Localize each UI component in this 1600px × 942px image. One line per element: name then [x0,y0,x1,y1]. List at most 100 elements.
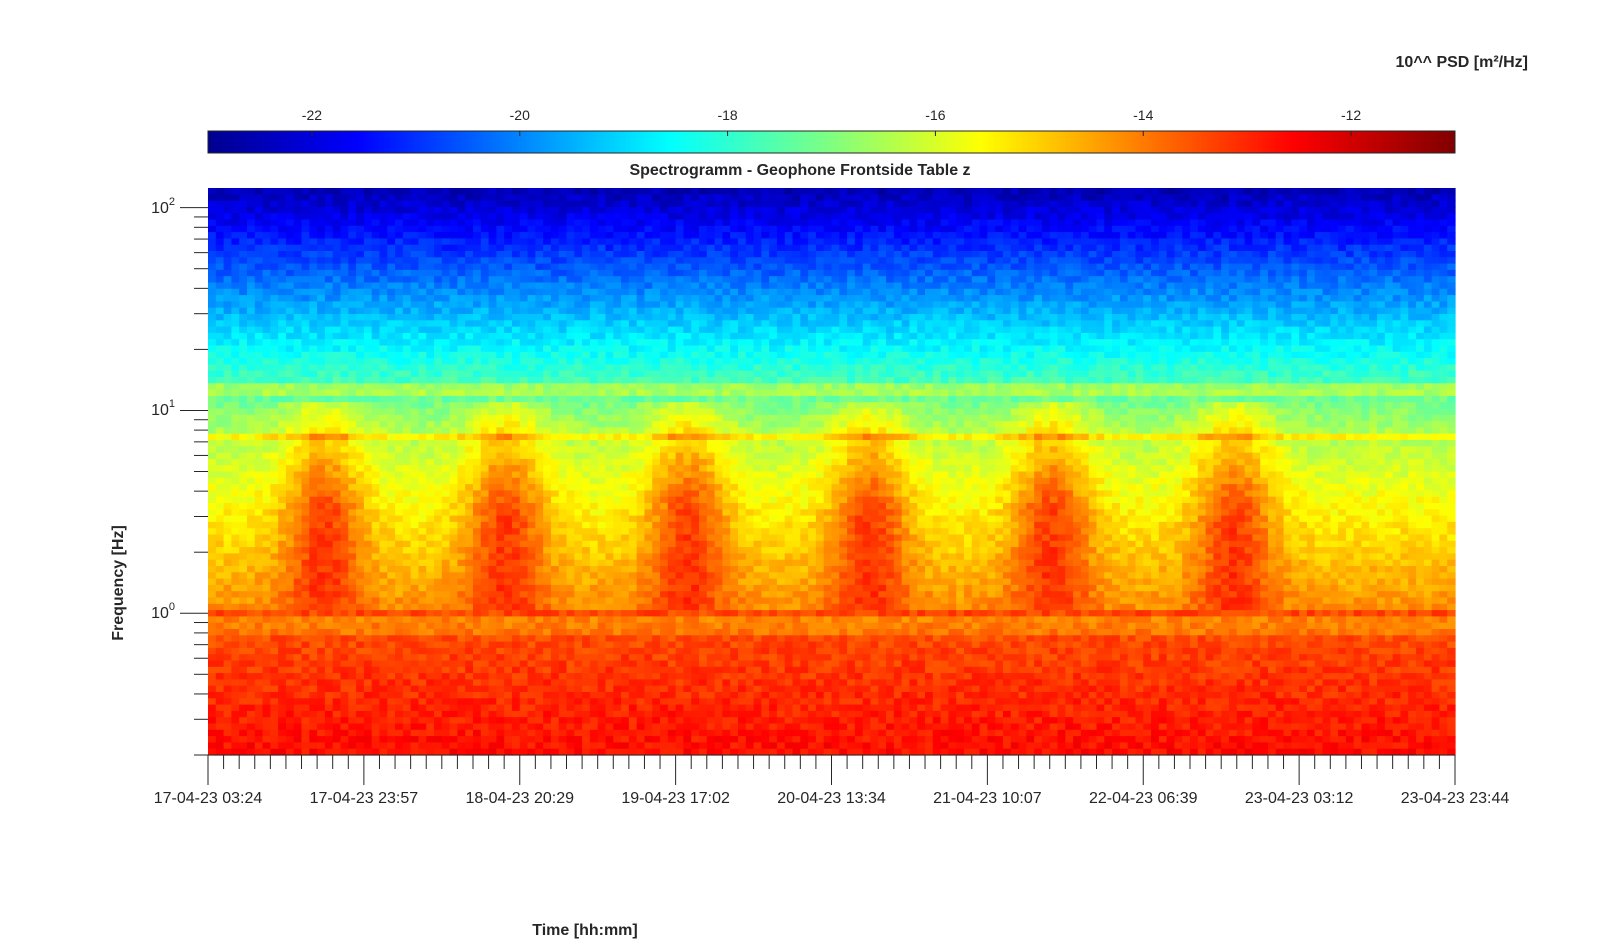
heatmap-cell [909,225,918,233]
heatmap-cell [940,295,949,302]
heatmap-cell [1057,219,1066,227]
heatmap-cell [730,364,739,372]
heatmap-cell [1049,314,1059,321]
heatmap-cell [208,225,217,233]
heatmap-cell [660,307,669,315]
heatmap-cell [652,219,661,227]
heatmap-cell [909,213,918,221]
heatmap-cell [1252,232,1261,239]
heatmap-cell [963,238,973,246]
heatmap-cell [1330,307,1339,315]
heatmap-cell [1267,377,1277,384]
heatmap-cell [550,370,560,378]
heatmap-cell [402,364,412,372]
heatmap-cell [878,295,887,302]
heatmap-cell [457,213,466,221]
heatmap-cell [1065,370,1074,378]
heatmap-cell [1252,377,1261,384]
heatmap-cell [1353,282,1363,290]
heatmap-cell [1260,295,1269,302]
heatmap-cell [1361,238,1370,246]
heatmap-cell [1267,269,1277,277]
heatmap-cell [1182,332,1191,340]
heatmap-cell [1283,276,1292,284]
heatmap-cell [784,219,794,227]
heatmap-cell [1423,213,1433,221]
heatmap-cell [1338,276,1347,284]
heatmap-cell [932,269,942,277]
heatmap-cell [317,326,326,334]
heatmap-cell [730,345,739,353]
heatmap-cell [1151,276,1160,284]
heatmap-cell [823,238,833,246]
heatmap-cell [1283,263,1292,271]
heatmap-cell [1345,269,1355,277]
heatmap-cell [1049,282,1059,290]
heatmap-cell [722,194,731,202]
heatmap-cell [1244,276,1253,284]
heatmap-cell [1010,251,1020,258]
heatmap-cell [1002,288,1012,296]
heatmap-cell [815,339,825,347]
heatmap-cell [324,219,334,227]
heatmap-cell [1400,358,1409,365]
heatmap-cell [963,295,973,302]
heatmap-cell [582,326,591,334]
heatmap-cell [1275,263,1285,271]
heatmap-cell [956,251,965,258]
heatmap-cell [1002,219,1012,227]
heatmap-cell [1112,225,1121,233]
heatmap-cell [480,370,490,378]
heatmap-cell [979,276,988,284]
heatmap-cell [605,244,614,252]
heatmap-cell [925,320,934,328]
heatmap-cell [1119,251,1129,258]
heatmap-cell [348,295,357,302]
heatmap-cell [371,351,381,359]
heatmap-cell [628,269,638,277]
heatmap-cell [823,219,833,227]
heatmap-cell [208,377,217,384]
heatmap-cell [426,377,435,384]
heatmap-cell [652,282,661,290]
heatmap-cell [1166,339,1176,347]
heatmap-cell [441,276,451,284]
heatmap-cell [1447,206,1456,214]
heatmap-cell [293,288,303,296]
heatmap-cell [1041,282,1051,290]
heatmap-cell [317,351,326,359]
heatmap-cell [1143,339,1152,347]
heatmap-cell [1034,194,1043,202]
heatmap-cell [1034,301,1043,309]
heatmap-cell [995,332,1004,340]
heatmap-cell [597,370,607,378]
heatmap-cell [418,263,427,271]
heatmap-cell [636,232,646,239]
heatmap-cell [886,263,895,271]
heatmap-cell [472,206,482,214]
heatmap-cell [667,206,677,214]
heatmap-cell [527,244,536,252]
heatmap-cell [348,307,357,315]
heatmap-cell [1135,326,1144,334]
heatmap-cell [1127,269,1137,277]
heatmap-cell [1127,370,1137,378]
heatmap-cell [847,263,856,271]
heatmap-cell [675,200,685,208]
heatmap-cell [1002,332,1012,340]
heatmap-cell [761,364,770,372]
heatmap-cell [1065,269,1074,277]
heatmap-cell [371,188,381,195]
heatmap-cell [660,288,669,296]
heatmap-cell [956,301,965,309]
heatmap-cell [348,314,357,321]
heatmap-cell [925,269,934,277]
heatmap-cell [745,244,755,252]
heatmap-cell [472,282,482,290]
heatmap-cell [761,339,770,347]
heatmap-cell [613,238,622,246]
heatmap-cell [426,232,435,239]
heatmap-cell [722,370,731,378]
heatmap-cell [410,282,420,290]
heatmap-cell [309,377,318,384]
